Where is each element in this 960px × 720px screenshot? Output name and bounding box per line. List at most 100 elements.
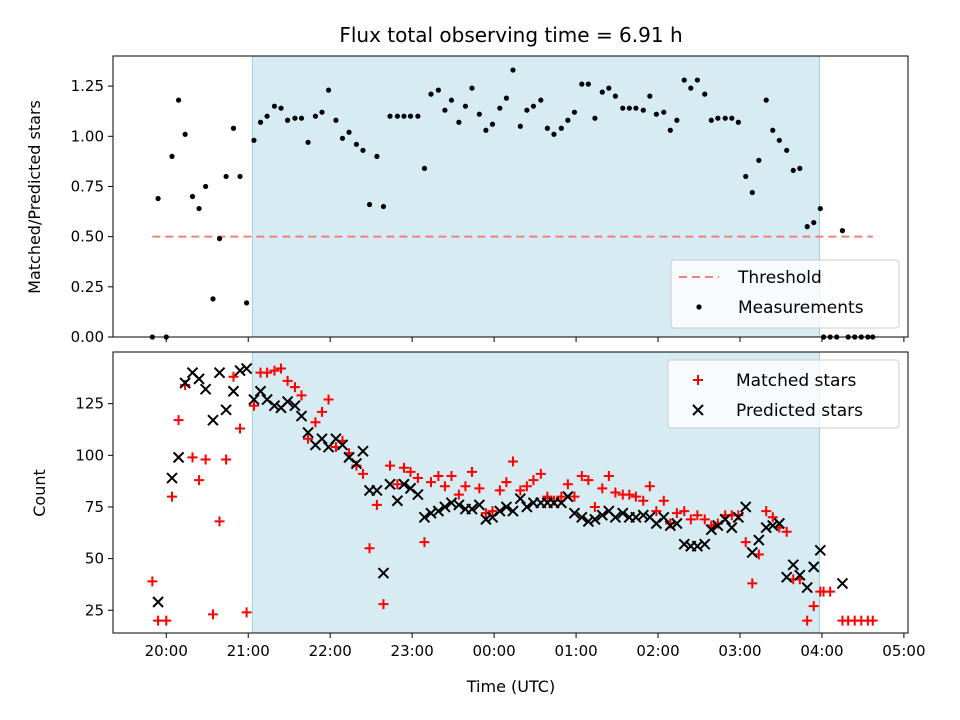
bottom-point <box>398 462 409 473</box>
top-point <box>298 115 305 121</box>
bottom-point <box>418 511 431 524</box>
top-y-axis-label: Matched/Predicted stars <box>25 100 44 294</box>
top-point <box>592 115 598 121</box>
top-point <box>497 105 503 111</box>
bottom-point <box>746 546 758 559</box>
bottom-point <box>801 581 813 594</box>
bottom-point <box>391 495 404 507</box>
bottom-point <box>398 478 410 490</box>
bottom-point <box>487 506 498 517</box>
bottom-point <box>761 506 772 517</box>
top-point <box>394 113 400 119</box>
x-tick-label: 22:00 <box>309 642 352 660</box>
bottom-point <box>357 468 368 479</box>
bottom-point <box>609 511 622 524</box>
bottom-point <box>295 410 308 422</box>
top-point <box>694 77 700 83</box>
bottom-point <box>740 537 751 548</box>
bottom-point <box>426 477 436 488</box>
bottom-point <box>767 512 778 523</box>
top-legend-box <box>670 259 900 329</box>
bottom-point <box>446 470 457 481</box>
top-point <box>633 105 639 111</box>
legend-matched-swatch <box>693 375 703 385</box>
bottom-point <box>514 492 527 505</box>
bottom-point <box>664 519 677 532</box>
bottom-point <box>500 501 513 513</box>
top-point <box>476 111 482 117</box>
bottom-point <box>357 445 369 457</box>
top-point <box>346 129 352 135</box>
x-tick-label: 04:00 <box>800 642 843 660</box>
bottom-point <box>310 417 321 428</box>
top-point <box>667 127 673 133</box>
top-point <box>210 296 216 302</box>
bottom-point <box>767 519 779 532</box>
top-point <box>489 121 496 127</box>
bottom-point <box>474 483 485 494</box>
bottom-point <box>719 513 731 526</box>
bottom-point <box>302 426 314 439</box>
top-y-tick-label: 0.75 <box>71 177 104 195</box>
x-tick-label: 05:00 <box>882 642 925 660</box>
bottom-point <box>199 383 212 395</box>
top-point <box>189 193 196 200</box>
bottom-point <box>528 475 539 486</box>
bottom-point <box>507 505 519 517</box>
top-point <box>756 157 762 163</box>
top-point <box>626 105 632 111</box>
top-point <box>243 300 250 306</box>
bottom-point <box>610 487 621 498</box>
bottom-point <box>568 507 581 519</box>
top-point <box>722 115 728 121</box>
bottom-point <box>194 475 205 486</box>
top-point <box>749 189 755 196</box>
bottom-point <box>651 506 662 517</box>
top-panel: 0.00 0.25 0.50 0.75 1.00 1.25 Threshold Measure… <box>71 55 909 346</box>
top-point <box>784 147 790 153</box>
top-legend: Threshold Measurements <box>670 259 900 329</box>
bottom-point <box>747 578 758 589</box>
top-point <box>366 201 373 208</box>
bottom-point <box>699 538 711 550</box>
bottom-point <box>207 414 219 426</box>
bottom-point <box>671 517 683 530</box>
bottom-point <box>268 400 281 412</box>
bottom-point <box>576 511 588 524</box>
top-point <box>661 109 667 115</box>
bottom-point <box>562 490 574 503</box>
bottom-point <box>597 483 608 494</box>
bottom-point <box>787 559 799 571</box>
bottom-point <box>562 479 573 490</box>
bottom-point <box>699 514 710 525</box>
bottom-point <box>234 364 246 377</box>
bottom-point <box>323 394 334 405</box>
bottom-point <box>576 470 587 481</box>
bottom-point <box>583 475 594 486</box>
top-point <box>770 127 776 133</box>
top-point <box>319 109 325 115</box>
bottom-point <box>152 596 164 608</box>
bottom-point <box>179 377 191 389</box>
bottom-point <box>385 460 396 471</box>
bottom-point <box>350 457 363 470</box>
bottom-point <box>453 489 464 500</box>
top-point <box>169 153 175 159</box>
top-point <box>469 85 475 91</box>
top-point <box>435 87 441 93</box>
bottom-y-tick-label: 25 <box>85 601 104 619</box>
top-y-tick-label: 0.25 <box>71 278 104 296</box>
bottom-point <box>501 477 512 488</box>
bottom-point <box>432 505 445 517</box>
bottom-point <box>207 609 218 620</box>
top-point <box>702 91 708 97</box>
bottom-point <box>316 433 328 445</box>
bottom-point <box>289 400 301 412</box>
bottom-point <box>589 501 600 512</box>
bottom-point <box>466 503 478 515</box>
legend-threshold-label: Threshold <box>737 268 822 288</box>
bottom-point <box>161 615 172 626</box>
top-axes-frame <box>112 55 909 338</box>
top-point <box>817 205 823 212</box>
top-point <box>339 135 346 141</box>
